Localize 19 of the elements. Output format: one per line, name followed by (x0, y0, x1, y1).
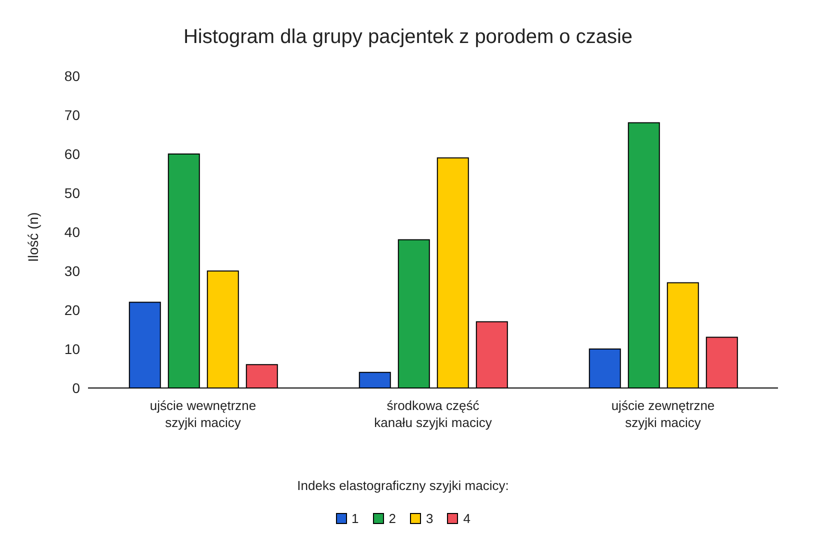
y-tick-label: 70 (64, 106, 80, 123)
legend-label: 2 (388, 511, 396, 526)
x-tick-label: środkowa część kanału szyjki macicy (374, 398, 492, 430)
legend-label: 4 (463, 511, 470, 526)
y-tick-label: 0 (72, 380, 80, 396)
x-tick-label: ujście wewnętrzne szyjki macicy (150, 398, 256, 430)
legend-label: 3 (426, 511, 434, 526)
y-tick-label: 50 (64, 184, 80, 201)
y-tick-label: 20 (64, 302, 80, 318)
y-tick-label: 80 (64, 68, 80, 84)
y-tick-label: 60 (64, 146, 80, 162)
y-tick-label: 40 (64, 224, 80, 240)
y-tick-label: 30 (64, 262, 80, 279)
x-tick-label: ujście zewnętrzne szyjki macicy (611, 398, 715, 430)
chart-title: Histogram dla grupy pacjentek z porodem o czasie (182, 25, 634, 50)
y-axis-title: Ilość (n) (24, 212, 41, 262)
y-tick-label: 10 (64, 340, 80, 357)
legend-label: 1 (352, 511, 359, 526)
legend-title: Indeks elastograficzny szyjki macicy: (296, 478, 510, 493)
